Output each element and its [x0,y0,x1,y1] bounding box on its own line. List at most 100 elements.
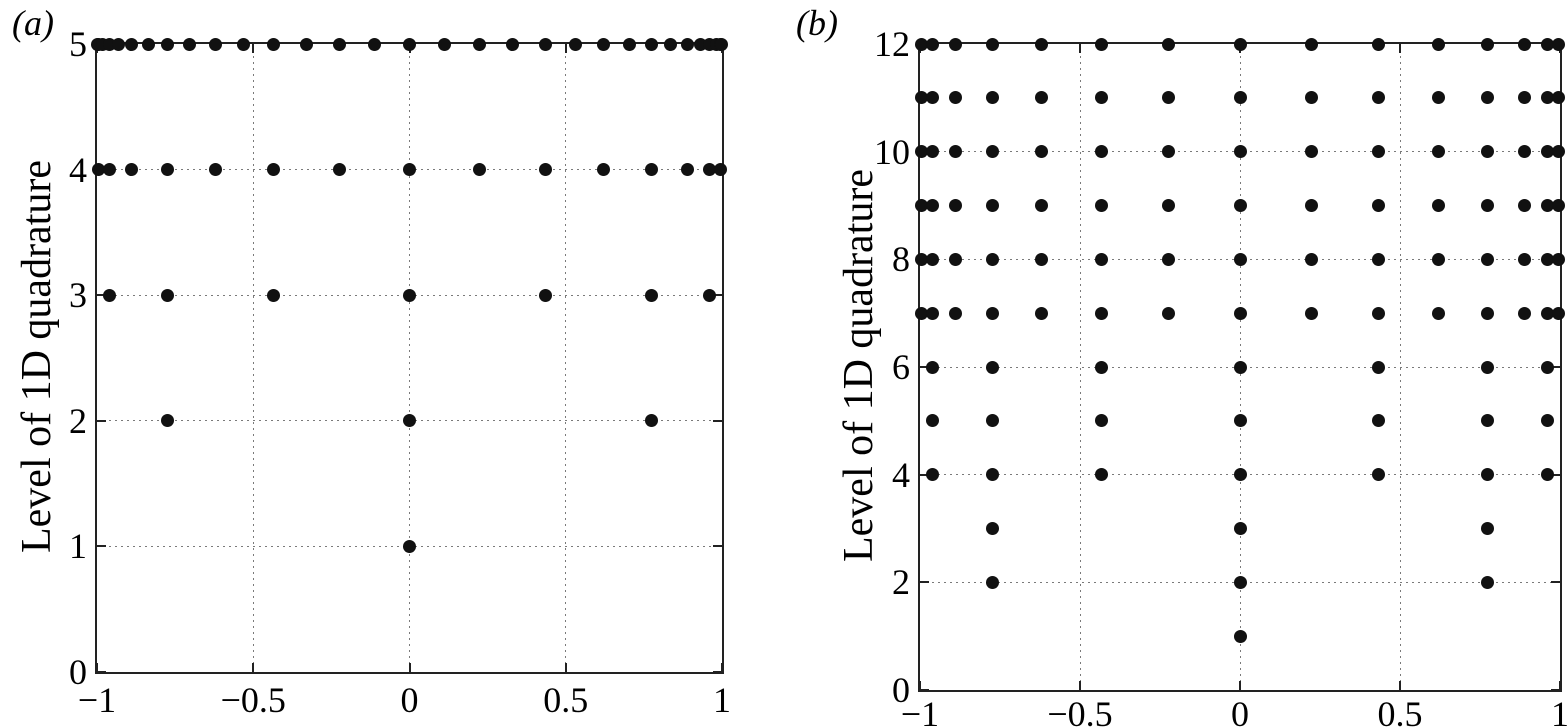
data-point [1372,252,1386,266]
tick-mark [713,545,722,548]
tick-mark [713,168,722,171]
data-point [1304,37,1318,51]
data-point [985,199,999,212]
data-point [1233,145,1247,159]
data-point [90,37,104,51]
data-point [538,163,552,177]
tick-mark [97,294,106,297]
data-point [1551,145,1565,159]
panel-b-y-axis-label: Level of 1D quadrature [836,169,882,563]
data-point [102,163,116,177]
data-point [1233,629,1247,643]
data-point [713,37,727,51]
data-point [1481,360,1495,374]
tick-mark [97,43,106,45]
data-point [1517,199,1531,212]
tick-mark [96,663,98,672]
data-point [1233,575,1247,589]
panel-a-y-axis-label: Level of 1D quadrature [14,160,60,554]
data-point [1540,252,1554,266]
data-point [506,37,520,51]
gridline-vertical [1239,44,1241,690]
data-point [1034,37,1048,51]
data-point [664,37,678,51]
data-point [1481,414,1495,428]
data-point [1372,414,1386,428]
data-point [96,37,110,51]
data-point [1540,37,1554,51]
data-point [1372,199,1386,212]
data-point [403,37,416,51]
tick-mark [97,419,106,422]
data-point [1432,306,1446,320]
y-tick-label: 12 [874,24,910,64]
gridline-horizontal [920,366,1560,368]
data-point [92,37,106,51]
gridline-horizontal [920,474,1560,476]
data-point [1233,199,1247,212]
data-point [1551,306,1565,320]
data-point [1551,199,1565,212]
tick-mark [920,689,929,691]
x-tick-label: −1 [77,680,117,720]
data-point [1233,414,1247,428]
data-point [985,575,999,589]
gridline-vertical [1399,44,1401,690]
x-tick-label: −1 [900,694,940,728]
tick-mark [96,44,98,53]
data-point [538,37,552,51]
data-point [1304,199,1318,212]
data-point [1094,306,1108,320]
data-point [645,414,659,428]
data-point [622,37,636,51]
data-point [208,37,222,51]
data-point [926,37,940,51]
data-point [1094,91,1108,105]
x-tick-label: −0.5 [1047,694,1113,728]
data-point [926,145,940,159]
data-point [1372,360,1386,374]
data-point [1551,37,1565,51]
data-point [709,37,723,51]
tick-mark [1551,473,1560,476]
data-point [1432,37,1446,51]
data-point [1432,91,1446,105]
gridline-horizontal [97,420,722,422]
gridline-horizontal [920,258,1560,260]
data-point [267,288,281,302]
y-tick-label: 5 [69,24,87,64]
data-point [1233,306,1247,320]
data-point [1162,252,1176,266]
data-point [1372,145,1386,159]
data-point [1540,145,1554,159]
data-point [926,414,940,428]
data-point [926,306,940,320]
data-point [1233,252,1247,266]
data-point [1481,91,1495,105]
data-point [926,252,940,266]
data-point [1094,360,1108,374]
data-point [1034,145,1048,159]
data-point [1481,145,1495,159]
data-point [1304,145,1318,159]
data-point [1094,252,1108,266]
data-point [915,91,929,105]
data-point [236,37,250,51]
data-point [926,199,940,212]
data-point [1094,414,1108,428]
data-point [1034,306,1048,320]
data-point [713,163,727,177]
data-point [1540,414,1554,428]
data-point [92,163,106,177]
data-point [949,91,963,105]
data-point [1540,199,1554,212]
data-point [949,145,963,159]
tick-mark [920,258,929,261]
data-point [299,37,313,51]
data-point [1517,306,1531,320]
data-point [1233,468,1247,482]
y-tick-label: 0 [69,652,87,692]
data-point [1094,145,1108,159]
